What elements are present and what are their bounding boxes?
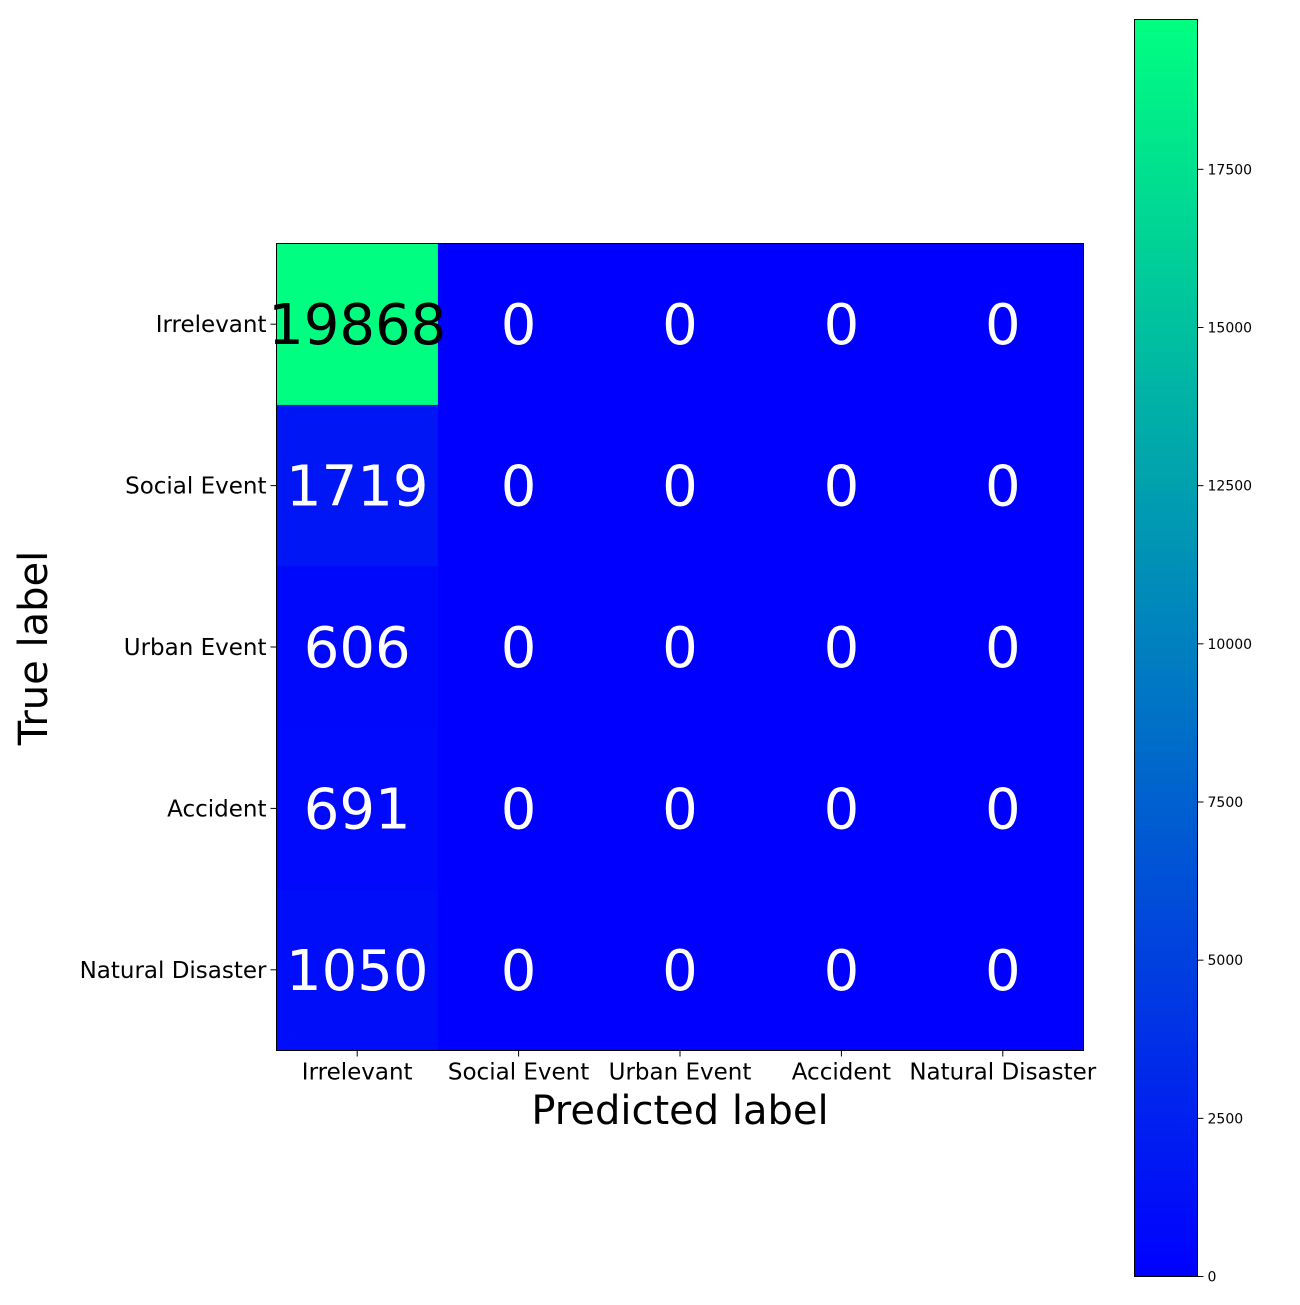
y-tick-label: Urban Event — [124, 635, 267, 661]
heatmap-cell — [437, 243, 600, 406]
heatmap-cell — [760, 404, 923, 567]
cell-value-label: 0 — [824, 777, 860, 842]
heatmap-cell — [437, 404, 600, 567]
cell-value-label: 0 — [662, 777, 698, 842]
cell-value-label: 0 — [824, 455, 860, 520]
x-tick-label: Social Event — [448, 1060, 589, 1086]
y-tick-label: Accident — [167, 796, 266, 822]
cell-value-label: 0 — [501, 616, 537, 681]
heatmap-cell — [760, 889, 923, 1051]
heatmap-cell — [437, 889, 600, 1051]
x-axis-title: Predicted label — [531, 1088, 828, 1134]
y-tick-label: Irrelevant — [156, 312, 267, 338]
cell-value-label: 0 — [501, 455, 537, 520]
cell-value-label: 0 — [501, 939, 537, 1004]
heatmap-cell — [599, 404, 762, 567]
colorbar-tick-label: 15000 — [1208, 320, 1253, 336]
heatmap-cell — [760, 566, 923, 729]
cell-value-label: 691 — [304, 777, 411, 842]
colorbar-tick-label: 0 — [1208, 1270, 1217, 1286]
heatmap-cell — [599, 727, 762, 890]
cell-value-label: 606 — [304, 616, 411, 681]
heatmap-cell — [276, 243, 439, 406]
cell-value-label: 0 — [824, 939, 860, 1004]
heatmap-cell — [437, 566, 600, 729]
x-tick-label: Natural Disaster — [909, 1060, 1096, 1086]
cell-value-label: 0 — [662, 939, 698, 1004]
heatmap-cells — [276, 243, 1084, 1051]
cell-value-label: 0 — [985, 455, 1021, 520]
heatmap-cell — [599, 566, 762, 729]
heatmap-cell — [922, 566, 1084, 729]
colorbar-tick-label: 5000 — [1208, 953, 1244, 969]
heatmap-cell — [922, 889, 1084, 1051]
heatmap-cell — [276, 404, 439, 567]
heatmap-cell — [922, 404, 1084, 567]
x-tick-label: Accident — [792, 1060, 891, 1086]
cell-value-label: 0 — [985, 293, 1021, 358]
cell-value-label: 0 — [662, 616, 698, 681]
colorbar-tick-label: 17500 — [1208, 162, 1253, 178]
heatmap-cell — [599, 243, 762, 406]
colorbar-tick-label: 2500 — [1208, 1111, 1244, 1127]
heatmap-cell — [437, 727, 600, 890]
heatmap-cell — [922, 243, 1084, 406]
heatmap-cell — [276, 727, 439, 890]
heatmap-cell — [760, 727, 923, 890]
colorbar-tick-label: 10000 — [1208, 637, 1253, 653]
cell-value-labels: 19868 0 0 0 0 1719 0 0 0 0 606 0 0 0 0 691 0 0 0 0 1050 0 0 0 0 — [268, 293, 1020, 1004]
x-tick-label: Urban Event — [609, 1060, 752, 1086]
cell-value-label: 0 — [985, 616, 1021, 681]
heatmap-cell — [760, 243, 923, 406]
cell-value-label: 0 — [824, 616, 860, 681]
heatmap-cell — [276, 566, 439, 729]
colorbar-tick-label: 7500 — [1208, 795, 1244, 811]
cell-value-label: 19868 — [268, 293, 446, 358]
colorbar: 0 2500 5000 7500 10000 12500 15000 17500 — [1134, 19, 1253, 1286]
cell-value-label: 1719 — [286, 455, 429, 520]
cell-value-label: 0 — [501, 293, 537, 358]
colorbar-tick-label: 12500 — [1208, 479, 1253, 495]
cell-value-label: 0 — [985, 777, 1021, 842]
x-tick-label: Irrelevant — [302, 1060, 413, 1086]
cell-value-label: 0 — [662, 455, 698, 520]
y-axis-title: True label — [11, 551, 57, 746]
y-tick-label: Social Event — [125, 474, 266, 500]
heatmap-cell — [922, 727, 1084, 890]
cell-value-label: 1050 — [286, 939, 429, 1004]
cell-value-label: 0 — [662, 293, 698, 358]
heatmap-cell — [276, 889, 439, 1051]
x-axis: Irrelevant Social Event Urban Event Acciden… — [302, 1050, 1097, 1086]
cell-value-label: 0 — [501, 777, 537, 842]
cell-value-label: 0 — [824, 293, 860, 358]
cell-value-label: 0 — [985, 939, 1021, 1004]
colorbar-gradient — [1134, 19, 1198, 1277]
y-axis: Irrelevant Social Event Urban Event Acciden… — [80, 312, 277, 984]
y-tick-label: Natural Disaster — [80, 958, 267, 984]
colorbar-ticks: 0 2500 5000 7500 10000 12500 15000 17500 — [1197, 162, 1253, 1286]
heatmap-cell — [599, 889, 762, 1051]
